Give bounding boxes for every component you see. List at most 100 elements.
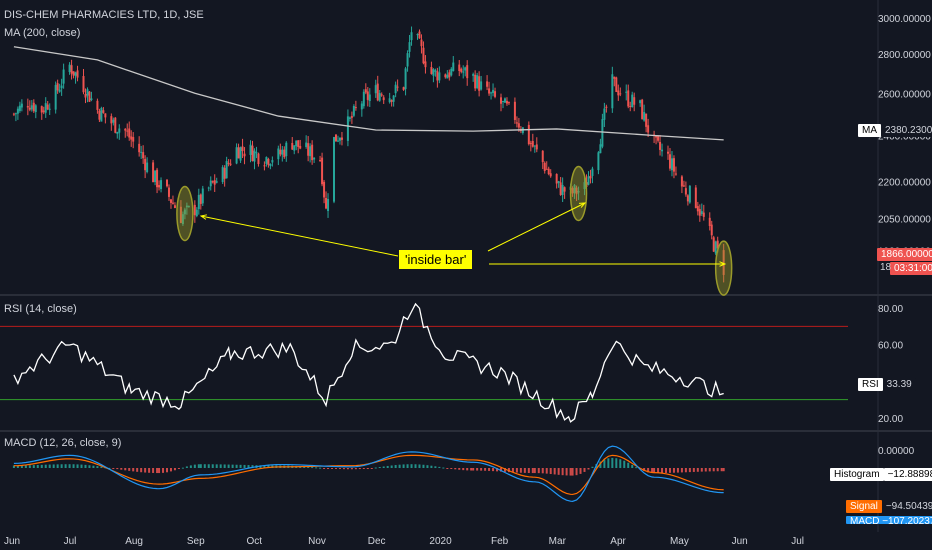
candle-body	[667, 151, 669, 154]
candle-body	[295, 140, 298, 147]
histogram-tag-name: Histogram	[830, 468, 884, 481]
candle-body	[98, 110, 101, 120]
histogram-bar	[199, 464, 202, 468]
histogram-bar	[185, 466, 188, 468]
histogram-bar	[169, 468, 172, 472]
histogram-bar	[700, 468, 703, 472]
last-price-tag: 1866.00000	[877, 248, 932, 261]
candle-body	[132, 137, 135, 142]
histogram-bar	[28, 465, 31, 468]
histogram-bar	[48, 464, 51, 468]
candle-body	[72, 71, 75, 76]
x-tick-label: Sep	[187, 536, 205, 547]
candle-body	[527, 124, 530, 145]
histogram-bar	[575, 468, 578, 476]
histogram-bar	[267, 465, 270, 468]
candle-body	[563, 187, 566, 192]
candle-body	[603, 108, 606, 120]
candle-body	[424, 61, 427, 68]
candle-body	[460, 68, 463, 72]
histogram-bar	[422, 464, 425, 468]
candle-body	[597, 152, 600, 171]
histogram-bar	[635, 467, 638, 469]
histogram-bar	[619, 459, 622, 468]
histogram-bar	[500, 468, 502, 472]
histogram-bar	[307, 466, 310, 468]
x-tick-label: Jun	[4, 536, 20, 547]
candle-body	[672, 158, 675, 172]
candle-body	[716, 240, 719, 249]
candle-body	[696, 206, 699, 212]
candle-body	[313, 157, 316, 160]
histogram-bar	[418, 464, 421, 468]
histogram-bar	[549, 468, 552, 475]
histogram-bar	[197, 464, 200, 468]
candle-body	[158, 185, 161, 188]
candle-body	[378, 92, 381, 101]
candle-body	[271, 160, 274, 163]
candle-body	[555, 174, 558, 184]
candle-body	[321, 157, 324, 185]
candle-body	[325, 198, 328, 209]
price-tick-label: 2050.00000	[878, 215, 931, 226]
candle-body	[239, 147, 242, 161]
candle-body	[633, 97, 636, 105]
candle-body	[500, 97, 502, 104]
candle-body	[334, 134, 337, 142]
candle-body	[466, 65, 469, 79]
ma-indicator-label: MA (200, close)	[4, 27, 81, 39]
inside-bar-callout: 'inside bar'	[399, 250, 473, 269]
histogram-bar	[173, 468, 176, 471]
candle-body	[112, 119, 115, 123]
candle-body	[90, 98, 93, 101]
histogram-bar	[661, 468, 664, 474]
histogram-bar	[124, 468, 127, 471]
candle-body	[44, 103, 47, 113]
candle-body	[62, 69, 65, 84]
candle-body	[688, 185, 691, 203]
candle-body	[338, 137, 341, 141]
histogram-bar	[611, 457, 614, 468]
candle-body	[40, 106, 43, 113]
candle-body	[56, 83, 59, 91]
candle-body	[364, 89, 367, 93]
histogram-bar	[24, 465, 27, 468]
candle-body	[561, 184, 564, 196]
histogram-bar	[158, 468, 161, 474]
histogram-bar	[653, 468, 656, 474]
x-tick-label: Dec	[368, 536, 386, 547]
candle-body	[543, 162, 546, 171]
histogram-bar	[394, 465, 397, 468]
candle-body	[30, 105, 33, 110]
candle-body	[28, 107, 31, 110]
candle-body	[88, 91, 91, 102]
candle-body	[422, 47, 425, 64]
histogram-bar	[492, 468, 495, 472]
histogram-bar	[603, 459, 606, 468]
candle-body	[619, 93, 622, 95]
candle-body	[58, 89, 61, 92]
histogram-bar	[120, 468, 123, 470]
candle-body	[668, 154, 671, 169]
candles	[12, 26, 725, 283]
histogram-bar	[303, 466, 306, 468]
histogram-bar	[32, 465, 35, 468]
bar-countdown-tag: 03:31:00	[890, 262, 932, 275]
candle-body	[531, 140, 534, 147]
candle-body	[684, 188, 687, 195]
candle-body	[645, 113, 648, 127]
candle-body	[340, 137, 343, 140]
histogram-bar	[311, 467, 314, 469]
candle-body	[166, 179, 168, 187]
candle-body	[251, 145, 254, 161]
candle-body	[100, 108, 103, 122]
histogram-bar	[708, 468, 711, 472]
x-tick-label: Oct	[246, 536, 262, 547]
candle-body	[138, 143, 141, 153]
candle-body	[362, 91, 365, 107]
histogram-bar	[80, 464, 83, 468]
histogram-bar	[108, 467, 111, 469]
candle-body	[146, 162, 149, 173]
histogram-bar	[488, 468, 491, 471]
